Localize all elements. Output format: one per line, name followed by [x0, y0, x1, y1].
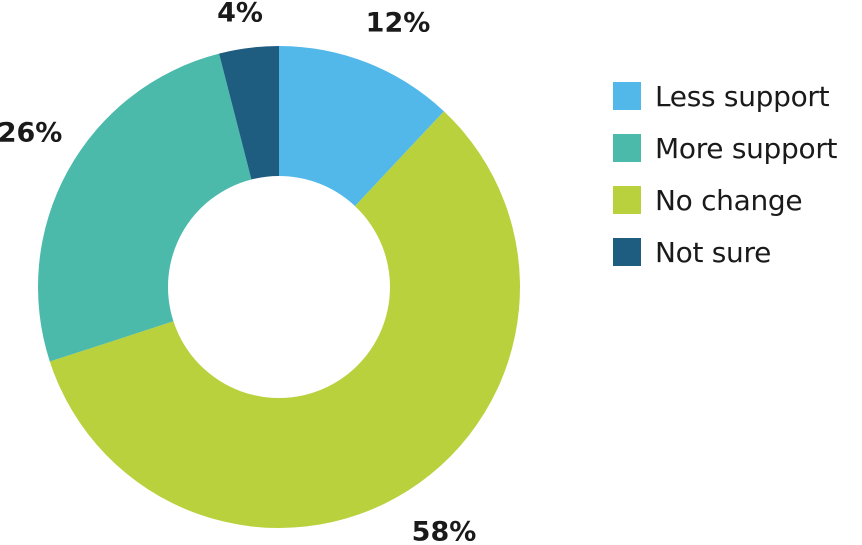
slice-less-support — [279, 46, 444, 207]
slice-label-more-support: 26% — [0, 118, 62, 149]
legend-item-no-change: No change — [613, 174, 862, 226]
chart-legend: Less support More support No change Not … — [613, 70, 862, 278]
legend-item-more-support: More support — [613, 122, 862, 174]
slice-no-change — [49, 111, 520, 528]
slice-label-no-change: 58% — [412, 517, 477, 545]
legend-item-not-sure: Not sure — [613, 226, 862, 278]
slice-more-support — [37, 53, 252, 362]
legend-swatch-more-support — [613, 134, 641, 162]
donut-slice-labels: 12% 58% 26% 4% — [0, 0, 476, 545]
legend-label-no-change: No change — [655, 183, 803, 217]
donut-slices — [37, 46, 520, 528]
legend-label-less-support: Less support — [655, 79, 830, 113]
slice-label-not-sure: 4% — [217, 0, 263, 29]
legend-label-more-support: More support — [655, 131, 838, 165]
legend-swatch-no-change — [613, 186, 641, 214]
slice-not-sure — [219, 46, 279, 180]
legend-swatch-less-support — [613, 82, 641, 110]
legend-label-not-sure: Not sure — [655, 235, 772, 269]
legend-swatch-not-sure — [613, 238, 641, 266]
slice-label-less-support: 12% — [366, 8, 431, 39]
legend-item-less-support: Less support — [613, 70, 862, 122]
